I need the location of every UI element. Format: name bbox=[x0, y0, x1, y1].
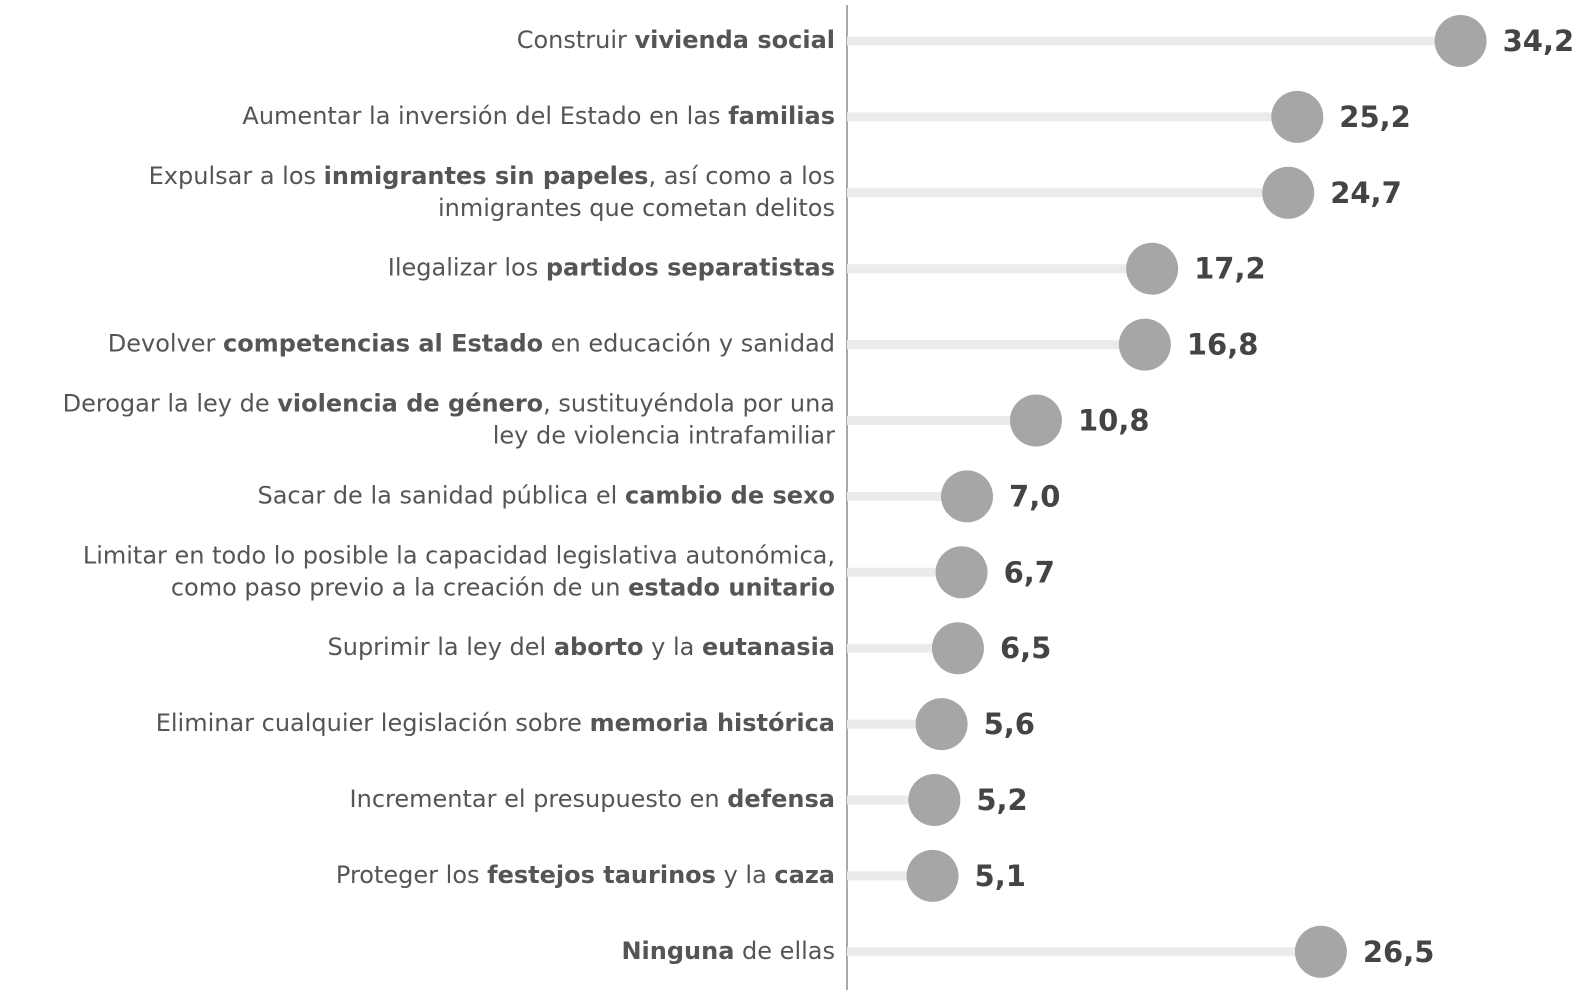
value-label: 16,8 bbox=[1187, 328, 1259, 362]
category-label: Proteger los festejos taurinos y la caza bbox=[336, 861, 835, 889]
dot bbox=[1271, 90, 1324, 143]
value-label: 5,6 bbox=[984, 707, 1035, 741]
category-label: ley de violencia intrafamiliar bbox=[493, 422, 835, 450]
dot bbox=[908, 774, 961, 826]
dot bbox=[1009, 394, 1062, 447]
category-label: Sacar de la sanidad pública el cambio de… bbox=[257, 481, 835, 509]
label-part: en educación y sanidad bbox=[543, 330, 835, 358]
value-label: 25,2 bbox=[1339, 100, 1411, 134]
label-part: Derogar la ley de bbox=[63, 390, 278, 418]
label-part: competencias al Estado bbox=[223, 330, 543, 358]
dot bbox=[1262, 166, 1315, 219]
label-part: cambio de sexo bbox=[625, 481, 835, 509]
dot bbox=[931, 622, 984, 675]
label-part: Limitar en todo lo posible la capacidad … bbox=[83, 541, 835, 569]
value-label: 34,2 bbox=[1503, 24, 1575, 58]
category-label: Construir vivienda social bbox=[517, 26, 835, 54]
dot bbox=[941, 470, 994, 523]
label-part: eutanasia bbox=[702, 633, 835, 661]
value-label: 24,7 bbox=[1330, 176, 1402, 210]
dot bbox=[1294, 925, 1347, 978]
label-part: inmigrantes sin papeles bbox=[324, 162, 649, 190]
label-part: Eliminar cualquier legislación sobre bbox=[156, 709, 590, 737]
value-label: 6,7 bbox=[1004, 555, 1055, 589]
label-part: Suprimir la ley del bbox=[328, 633, 554, 661]
label-part: Aumentar la inversión del Estado en las bbox=[242, 102, 728, 130]
label-part: caza bbox=[774, 861, 835, 889]
value-label: 17,2 bbox=[1194, 252, 1266, 286]
dot bbox=[935, 546, 988, 599]
dot bbox=[915, 698, 968, 751]
category-label: Eliminar cualquier legislación sobre mem… bbox=[156, 709, 835, 737]
label-part: memoria histórica bbox=[590, 709, 835, 737]
value-label: 7,0 bbox=[1009, 479, 1060, 513]
label-part: aborto bbox=[554, 633, 644, 661]
category-label: Limitar en todo lo posible la capacidad … bbox=[83, 541, 835, 569]
category-label: Expulsar a los inmigrantes sin papeles, … bbox=[149, 162, 835, 190]
label-part: defensa bbox=[727, 785, 835, 813]
label-part: Ilegalizar los bbox=[388, 254, 546, 282]
label-part: Sacar de la sanidad pública el bbox=[257, 481, 624, 509]
label-part: , así como a los bbox=[648, 162, 835, 190]
value-label: 26,5 bbox=[1363, 935, 1435, 969]
dot bbox=[1118, 318, 1171, 371]
label-part: de ellas bbox=[734, 937, 835, 965]
label-part: Devolver bbox=[108, 330, 223, 358]
label-part: violencia de género bbox=[277, 390, 543, 418]
category-label: inmigrantes que cometan delitos bbox=[438, 194, 835, 222]
label-part: estado unitario bbox=[628, 573, 835, 601]
category-label: Derogar la ley de violencia de género, s… bbox=[63, 390, 835, 418]
value-label: 5,1 bbox=[975, 859, 1026, 893]
label-part: Incrementar el presupuesto en bbox=[350, 785, 728, 813]
value-label: 5,2 bbox=[976, 783, 1027, 817]
dot bbox=[1126, 242, 1179, 295]
category-label: Suprimir la ley del aborto y la eutanasi… bbox=[328, 633, 836, 661]
label-part: festejos taurinos bbox=[487, 861, 716, 889]
label-part: ley de violencia intrafamiliar bbox=[493, 422, 835, 450]
label-part: Expulsar a los bbox=[149, 162, 324, 190]
label-part: partidos separatistas bbox=[546, 254, 835, 282]
category-label: como paso previo a la creación de un est… bbox=[171, 573, 835, 601]
category-label: Aumentar la inversión del Estado en las … bbox=[242, 102, 835, 130]
label-part: familias bbox=[728, 102, 835, 130]
dot bbox=[1434, 15, 1487, 67]
label-part: inmigrantes que cometan delitos bbox=[438, 194, 835, 222]
label-part: Proteger los bbox=[336, 861, 487, 889]
category-label: Ninguna de ellas bbox=[621, 937, 835, 965]
label-part: Construir bbox=[517, 26, 635, 54]
label-part: y la bbox=[716, 861, 774, 889]
label-part: y la bbox=[644, 633, 702, 661]
category-label: Incrementar el presupuesto en defensa bbox=[350, 785, 835, 813]
value-label: 10,8 bbox=[1078, 404, 1150, 438]
dot bbox=[906, 849, 959, 902]
label-part: como paso previo a la creación de un bbox=[171, 573, 628, 601]
value-label: 6,5 bbox=[1000, 631, 1051, 665]
category-label: Ilegalizar los partidos separatistas bbox=[388, 254, 835, 282]
label-part: , sustituyéndola por una bbox=[543, 390, 835, 418]
category-label: Devolver competencias al Estado en educa… bbox=[108, 330, 835, 358]
label-part: vivienda social bbox=[635, 26, 835, 54]
label-part: Ninguna bbox=[621, 937, 734, 965]
